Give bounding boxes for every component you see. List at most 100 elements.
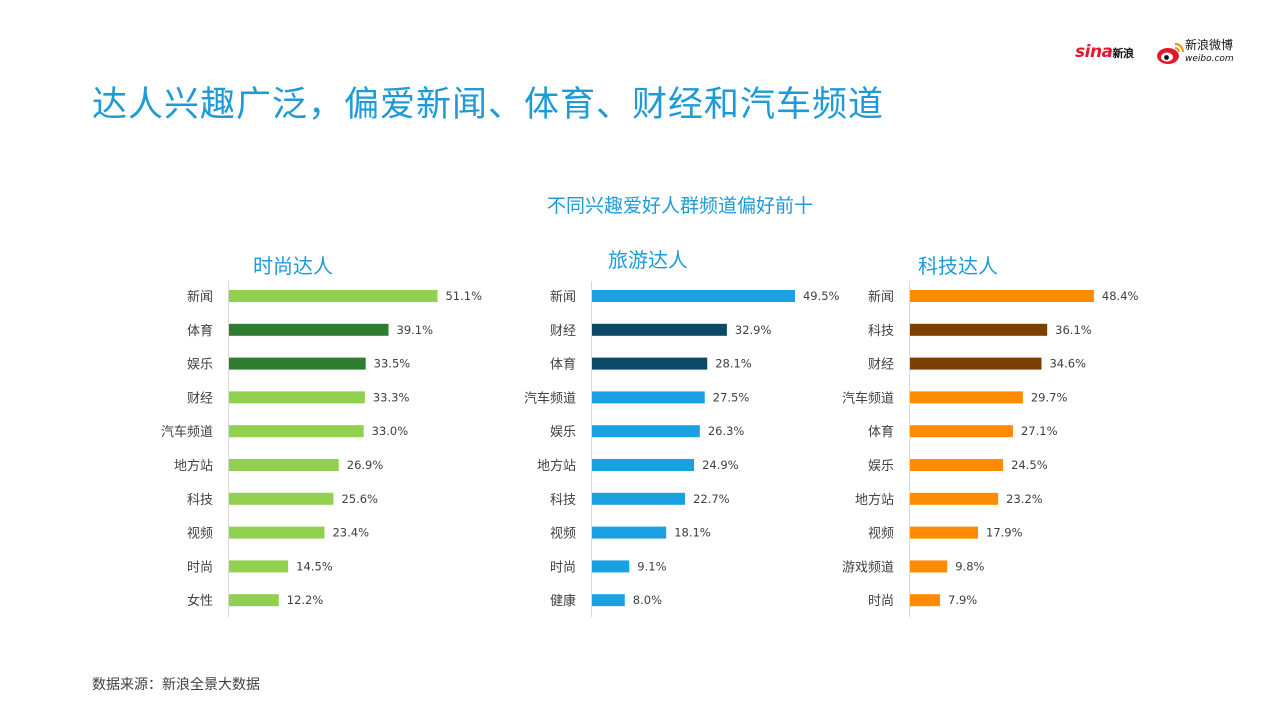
bar [229, 357, 366, 370]
category-label: 财经 [550, 324, 576, 339]
bar [910, 560, 948, 573]
category-label: 娱乐 [550, 425, 576, 440]
value-label: 26.9% [347, 458, 384, 472]
chart-fashion: 新闻 51.1% 体育 39.1% 娱乐 33.5% 财经 33.3% 汽车频道 33.0% 地方站… [161, 281, 482, 617]
bar [592, 323, 727, 336]
bar [229, 526, 325, 539]
page-title: 达人兴趣广泛，偏爱新闻、体育、财经和汽车频道 [92, 85, 885, 125]
value-label: 27.5% [713, 390, 750, 404]
value-label: 27.1% [1021, 424, 1058, 438]
panel-title-tech: 科技达人 [918, 254, 998, 278]
value-label: 26.3% [708, 424, 745, 438]
panel-title-travel: 旅游达人 [608, 248, 688, 272]
bar [592, 594, 625, 607]
bar [229, 425, 364, 438]
bar [592, 492, 686, 505]
bar [592, 459, 695, 471]
bar [229, 391, 365, 404]
value-label: 33.5% [374, 357, 411, 371]
value-label: 23.2% [1006, 492, 1043, 506]
bar [910, 459, 1004, 471]
bar [910, 425, 1013, 438]
value-label: 7.9% [948, 593, 977, 607]
bar [229, 459, 339, 471]
category-label: 科技 [187, 493, 213, 508]
category-label: 新闻 [550, 289, 576, 305]
value-label: 22.7% [693, 492, 730, 506]
value-label: 14.5% [296, 559, 333, 573]
bar [592, 357, 708, 370]
category-label: 时尚 [868, 594, 894, 609]
bar [910, 594, 941, 607]
chart-travel: 新闻 49.5% 财经 32.9% 体育 28.1% 汽车频道 27.5% 娱乐 26.3% 地方站… [524, 281, 840, 617]
weibo-logo-icon [1157, 42, 1185, 64]
value-label: 36.1% [1055, 323, 1092, 337]
bar [592, 560, 630, 573]
bar [229, 290, 438, 302]
sina-logo: sina新浪 [1075, 42, 1134, 62]
category-label: 科技 [868, 324, 894, 339]
category-label: 体育 [550, 357, 576, 373]
category-label: 视频 [187, 527, 213, 542]
category-label: 健康 [550, 593, 576, 609]
category-label: 地方站 [855, 492, 894, 508]
category-label: 娱乐 [187, 358, 213, 373]
category-label: 科技 [550, 493, 576, 508]
chart-tech: 新闻 48.4% 科技 36.1% 财经 34.6% 汽车频道 29.7% 体育 27.1% 娱乐 2… [842, 281, 1139, 617]
category-label: 体育 [868, 424, 894, 440]
value-label: 49.5% [803, 289, 840, 303]
chart-group-title: 不同兴趣爱好人群频道偏好前十 [546, 195, 813, 217]
value-label: 51.1% [445, 289, 482, 303]
bar [229, 492, 334, 505]
category-label: 时尚 [187, 560, 213, 575]
logos: sina新浪 新浪微博 weibo.com [1075, 36, 1250, 76]
panel-title-fashion: 时尚达人 [253, 254, 333, 278]
category-label: 娱乐 [868, 459, 894, 474]
data-source: 数据来源：新浪全景大数据 [92, 677, 260, 693]
bar [229, 560, 289, 573]
value-label: 8.0% [633, 593, 662, 607]
category-label: 财经 [187, 391, 213, 406]
category-label: 视频 [868, 527, 894, 542]
value-label: 28.1% [715, 357, 752, 371]
category-label: 地方站 [174, 458, 213, 474]
value-label: 17.9% [986, 526, 1023, 540]
value-label: 24.9% [702, 458, 739, 472]
category-label: 时尚 [550, 560, 576, 575]
value-label: 9.8% [955, 559, 984, 573]
value-label: 34.6% [1049, 357, 1086, 371]
category-label: 新闻 [187, 289, 213, 305]
weibo-logo-text: 新浪微博 weibo.com [1185, 38, 1234, 64]
value-label: 32.9% [735, 323, 772, 337]
value-label: 9.1% [637, 559, 666, 573]
bar [910, 526, 979, 539]
bar [910, 357, 1042, 370]
category-label: 新闻 [868, 289, 894, 305]
bar [910, 391, 1023, 404]
bar [910, 290, 1094, 302]
value-label: 24.5% [1011, 458, 1048, 472]
value-label: 33.0% [372, 424, 409, 438]
bar [592, 425, 700, 438]
value-label: 18.1% [674, 526, 711, 540]
category-label: 游戏频道 [842, 560, 894, 575]
value-label: 33.3% [373, 390, 410, 404]
bar [592, 526, 667, 539]
category-label: 汽车频道 [842, 390, 894, 406]
category-label: 视频 [550, 527, 576, 542]
bar [592, 391, 705, 404]
category-label: 财经 [868, 358, 894, 373]
category-label: 汽车频道 [524, 390, 576, 406]
value-label: 48.4% [1102, 289, 1139, 303]
bar [910, 323, 1048, 336]
bar [592, 290, 795, 302]
value-label: 12.2% [287, 593, 324, 607]
category-label: 汽车频道 [161, 424, 213, 440]
bar [910, 492, 999, 505]
category-label: 体育 [187, 323, 213, 339]
category-label: 女性 [187, 593, 213, 609]
bar [229, 323, 389, 336]
category-label: 地方站 [537, 458, 576, 474]
value-label: 23.4% [332, 526, 369, 540]
